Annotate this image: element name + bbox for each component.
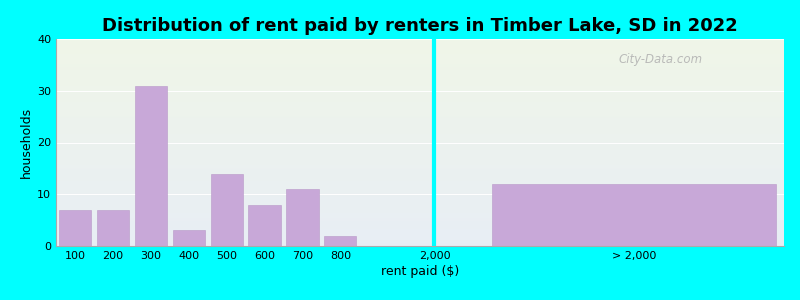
Bar [492,184,777,246]
Y-axis label: households: households [20,107,33,178]
Bar [210,173,242,246]
Bar [59,210,91,246]
Bar [249,205,281,246]
X-axis label: rent paid ($): rent paid ($) [381,265,459,278]
Title: Distribution of rent paid by renters in Timber Lake, SD in 2022: Distribution of rent paid by renters in … [102,17,738,35]
Bar [286,189,318,246]
Bar [134,85,167,246]
Bar [97,210,129,246]
Bar [324,236,357,246]
Text: City-Data.com: City-Data.com [618,53,702,66]
Bar [173,230,205,246]
